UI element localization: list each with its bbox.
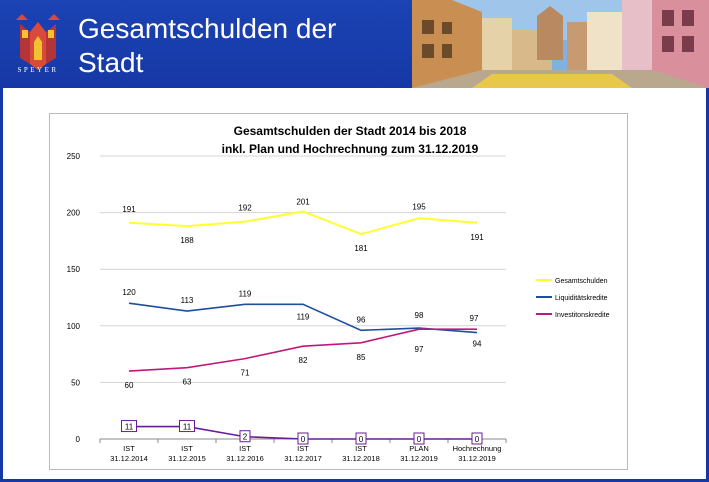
- y-tick-label: 0: [76, 435, 81, 444]
- data-label: 0: [301, 435, 306, 444]
- series-line-0: [128, 210, 478, 236]
- x-tick-label: IST: [355, 444, 367, 453]
- city-photo: [412, 0, 709, 88]
- legend-label: Liquiditätskredite: [555, 295, 608, 302]
- y-tick-label: 50: [71, 378, 80, 387]
- speyer-crest-icon: [16, 14, 60, 70]
- data-label: 201: [296, 197, 310, 206]
- data-label: 63: [183, 378, 192, 387]
- data-label-box: [471, 432, 483, 445]
- data-label: 188: [180, 236, 194, 245]
- right-border: [706, 88, 709, 482]
- data-label: 181: [354, 244, 368, 253]
- header-banner: SPEYER Gesamtschulden der Stadt: [0, 0, 709, 88]
- x-tick-label: IST: [239, 444, 251, 453]
- chart-title-line-1: Gesamtschulden der Stadt 2014 bis 2018: [234, 124, 467, 138]
- data-label: 97: [470, 314, 479, 323]
- x-tick-label: 31.12.2015: [168, 454, 206, 463]
- series-line-2: [128, 328, 477, 372]
- x-tick-label: 31.12.2016: [226, 454, 264, 463]
- y-tick-label: 100: [67, 322, 81, 331]
- page-title: Gesamtschulden der Stadt: [78, 13, 337, 78]
- data-label: 191: [470, 233, 484, 242]
- data-label: 71: [241, 369, 250, 378]
- data-label: 119: [297, 312, 310, 321]
- data-label: 97: [415, 345, 424, 354]
- legend-label: Gesamtschulden: [555, 278, 608, 285]
- y-tick-label: 250: [67, 152, 81, 161]
- data-label: 11: [125, 423, 134, 432]
- x-tick-label: IST: [297, 444, 309, 453]
- data-label: 11: [183, 423, 192, 432]
- y-tick-label: 200: [67, 209, 81, 218]
- data-label: 0: [417, 435, 422, 444]
- bottom-border: [0, 479, 709, 482]
- x-tick-label: 31.12.2017: [284, 454, 322, 463]
- data-label-box: [239, 430, 251, 443]
- data-label-box: [179, 420, 195, 433]
- data-label-box: [297, 432, 309, 445]
- data-label: 0: [359, 435, 364, 444]
- data-label-box: [413, 432, 425, 445]
- debt-line-chart: Gesamtschulden der Stadt 2014 bis 2018 i…: [67, 124, 610, 463]
- data-label: 120: [122, 288, 136, 297]
- x-tick-label: 31.12.2014: [110, 454, 148, 463]
- data-label: 113: [181, 296, 194, 305]
- x-tick-label: 31.12.2019: [400, 454, 438, 463]
- chart-title-line-2: inkl. Plan und Hochrechnung zum 31.12.20…: [222, 142, 479, 156]
- x-tick-label: 31.12.2018: [342, 454, 380, 463]
- y-tick-label: 150: [67, 265, 81, 274]
- logo-text: SPEYER: [17, 66, 59, 74]
- data-label: 96: [357, 315, 366, 324]
- x-tick-label: IST: [123, 444, 135, 453]
- legend-label: Investitonskredite: [555, 312, 610, 319]
- chart-frame: Gesamtschulden der Stadt 2014 bis 2018 i…: [49, 113, 628, 470]
- data-label: 195: [412, 202, 426, 211]
- x-tick-label: IST: [181, 444, 193, 453]
- data-label: 98: [415, 311, 424, 320]
- data-label: 94: [473, 340, 482, 349]
- data-label-box: [121, 420, 137, 433]
- data-label: 85: [357, 353, 366, 362]
- data-label: 0: [475, 435, 480, 444]
- data-label: 119: [239, 289, 252, 298]
- x-tick-label: Hochrechnung: [453, 444, 502, 453]
- data-label: 2: [243, 433, 248, 442]
- left-border: [0, 88, 3, 482]
- data-label: 82: [299, 356, 308, 365]
- data-label: 60: [125, 381, 134, 390]
- data-label: 192: [238, 204, 252, 213]
- series-line-1: [128, 302, 478, 334]
- data-label-box: [355, 432, 367, 445]
- x-tick-label: PLAN: [409, 444, 429, 453]
- data-label: 191: [122, 205, 136, 214]
- x-tick-label: 31.12.2019: [458, 454, 496, 463]
